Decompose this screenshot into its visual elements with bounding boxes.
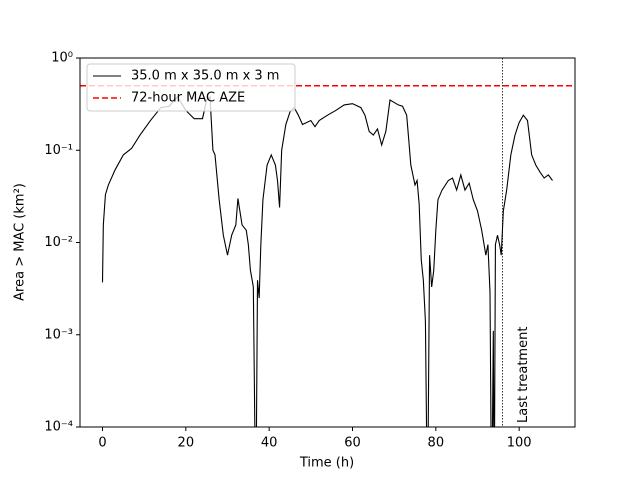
x-tick-label: 40 xyxy=(261,436,278,451)
x-tick-label: 80 xyxy=(428,436,445,451)
y-tick-label: 10⁻⁴ xyxy=(44,420,73,435)
plot-area xyxy=(80,58,575,427)
x-tick-label: 100 xyxy=(507,436,532,451)
y-tick-label: 10⁻¹ xyxy=(44,143,73,158)
x-tick-label: 60 xyxy=(344,436,361,451)
legend-label: 35.0 m x 35.0 m x 3 m xyxy=(131,69,279,84)
legend-label: 72-hour MAC AZE xyxy=(131,91,245,106)
legend: 35.0 m x 35.0 m x 3 m 72-hour MAC AZE xyxy=(86,63,296,112)
y-tick-label: 10⁰ xyxy=(51,51,73,66)
annotation: Last treatment xyxy=(516,327,531,423)
y-tick-label: 10⁻³ xyxy=(44,327,73,342)
y-axis-label: Area > MAC (km²) xyxy=(13,183,28,301)
x-tick-label: 20 xyxy=(178,436,195,451)
legend-box xyxy=(86,63,296,112)
x-tick-label: 0 xyxy=(98,436,106,451)
data-line xyxy=(101,95,553,427)
y-tick-label: 10⁻² xyxy=(44,235,73,250)
plot-frame xyxy=(79,57,576,428)
x-axis-label: Time (h) xyxy=(299,456,354,471)
